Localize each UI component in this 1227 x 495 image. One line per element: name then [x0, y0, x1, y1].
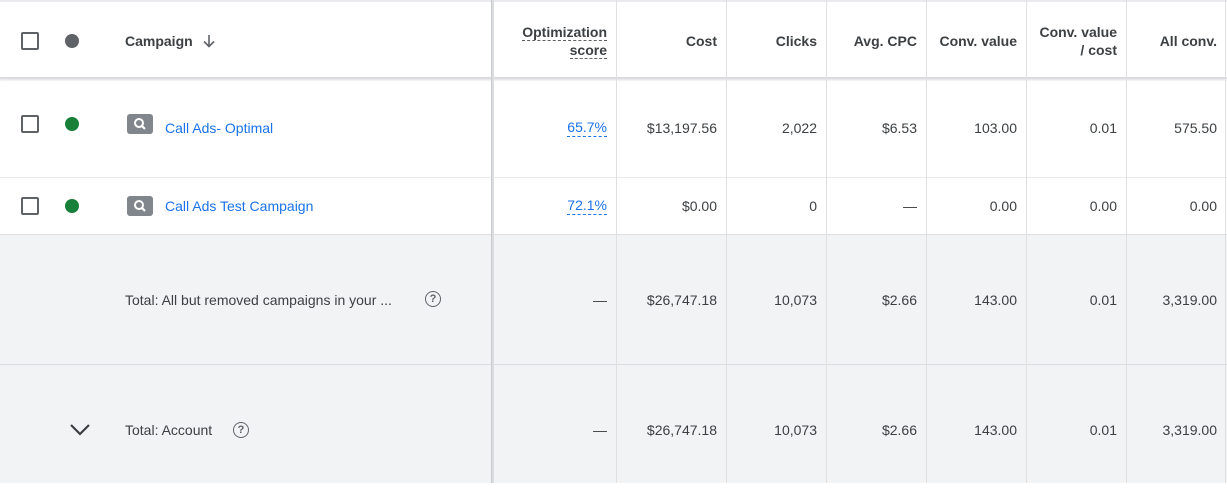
- select-all-checkbox[interactable]: [21, 32, 39, 50]
- frozen-column-divider[interactable]: [491, 0, 494, 483]
- table-row: Call Ads- Optimal 65.7% $13,197.56 2,022…: [0, 79, 1227, 178]
- chevron-down-icon[interactable]: [68, 422, 92, 438]
- campaign-link[interactable]: Call Ads Test Campaign: [165, 198, 314, 214]
- clicks-cell: 10,073: [774, 422, 817, 438]
- opt-header-line2: score: [569, 41, 607, 59]
- all-conv-column-header[interactable]: All conv.: [1159, 32, 1217, 49]
- optimization-score-cell: 65.7%: [498, 79, 607, 177]
- conv-value-cost-cell: 0.00: [1089, 198, 1117, 214]
- help-icon[interactable]: ?: [233, 422, 249, 438]
- cost-cell: $26,747.18: [646, 422, 717, 438]
- campaign-header-label: Campaign: [125, 32, 193, 49]
- total-row-all-but-removed: Total: All but removed campaigns in your…: [0, 235, 1227, 365]
- column-divider: [1126, 0, 1127, 483]
- column-divider: [726, 0, 727, 483]
- campaign-name-cell: Call Ads- Optimal: [165, 79, 273, 177]
- status-column-icon[interactable]: [65, 34, 79, 48]
- total-label: Total: All but removed campaigns in your…: [125, 291, 392, 308]
- opt-header-line1: Optimization: [522, 23, 607, 41]
- column-divider: [1225, 0, 1226, 483]
- table-header-row: Campaign Optimization score Cost Clicks …: [0, 0, 1227, 77]
- search-icon: [127, 114, 153, 134]
- campaign-column-header[interactable]: Campaign: [125, 2, 217, 79]
- conv-value-cell: 143.00: [974, 422, 1017, 438]
- avg-cpc-column-header[interactable]: Avg. CPC: [853, 32, 917, 49]
- row-checkbox[interactable]: [21, 115, 39, 133]
- enabled-status-icon[interactable]: [65, 199, 79, 213]
- column-divider: [1026, 0, 1027, 483]
- clicks-column-header[interactable]: Clicks: [775, 32, 817, 49]
- help-icon[interactable]: ?: [425, 291, 441, 307]
- optimization-score-column-header[interactable]: Optimization score: [498, 2, 607, 79]
- campaign-name-cell: Call Ads Test Campaign: [165, 178, 313, 234]
- all-conv-cell: 3,319.00: [1162, 291, 1218, 308]
- all-conv-cell: 575.50: [1174, 120, 1217, 136]
- cost-cell: $0.00: [681, 198, 717, 214]
- campaign-link[interactable]: Call Ads- Optimal: [165, 120, 274, 136]
- conv-value-cell: 0.00: [989, 198, 1017, 214]
- optimization-score-cell: —: [593, 291, 607, 308]
- campaigns-table: Campaign Optimization score Cost Clicks …: [0, 0, 1227, 483]
- all-conv-cell: 3,319.00: [1162, 422, 1218, 438]
- conv-value-cost-header-line1: Conv. value: [1039, 23, 1117, 40]
- cost-cell: $13,197.56: [646, 120, 717, 136]
- all-conv-cell: 0.00: [1189, 198, 1217, 214]
- header-divider: [0, 77, 1227, 79]
- conv-value-cost-column-header[interactable]: Conv. value / cost: [1027, 2, 1117, 79]
- optimization-score-link[interactable]: 65.7%: [567, 119, 607, 137]
- row-checkbox[interactable]: [21, 197, 39, 215]
- optimization-score-cell: 72.1%: [498, 178, 607, 234]
- avg-cpc-cell: $6.53: [881, 120, 917, 136]
- column-divider: [826, 0, 827, 483]
- clicks-cell: 2,022: [781, 120, 817, 136]
- cost-cell: $26,747.18: [646, 291, 717, 308]
- conv-value-cost-cell: 0.01: [1089, 422, 1117, 438]
- clicks-cell: 10,073: [774, 291, 817, 308]
- total-label-cell: Total: All but removed campaigns in your…: [125, 235, 392, 364]
- column-divider: [616, 0, 617, 483]
- conv-value-cell: 103.00: [974, 120, 1017, 136]
- conv-value-column-header[interactable]: Conv. value: [939, 32, 1017, 49]
- optimization-score-cell: —: [593, 422, 607, 438]
- conv-value-cost-cell: 0.01: [1089, 120, 1117, 136]
- total-label: Total: Account: [125, 422, 213, 438]
- table-row: Call Ads Test Campaign 72.1% $0.00 0 — 0…: [0, 178, 1227, 235]
- conv-value-cost-header-line2: / cost: [1080, 41, 1117, 58]
- search-icon: [127, 196, 153, 216]
- clicks-cell: 0: [809, 198, 817, 214]
- avg-cpc-cell: $2.66: [881, 291, 917, 308]
- optimization-score-link[interactable]: 72.1%: [567, 197, 607, 215]
- conv-value-cost-cell: 0.01: [1089, 291, 1117, 308]
- avg-cpc-cell: $2.66: [881, 422, 917, 438]
- total-row-account: Total: Account ? — $26,747.18 10,073 $2.…: [0, 365, 1227, 483]
- cost-column-header[interactable]: Cost: [685, 32, 717, 49]
- conv-value-cell: 143.00: [974, 291, 1017, 308]
- avg-cpc-cell: —: [903, 198, 917, 214]
- enabled-status-icon[interactable]: [65, 117, 79, 131]
- column-divider: [926, 0, 927, 483]
- total-label-cell: Total: Account: [125, 365, 212, 495]
- arrow-down-icon[interactable]: [201, 33, 217, 49]
